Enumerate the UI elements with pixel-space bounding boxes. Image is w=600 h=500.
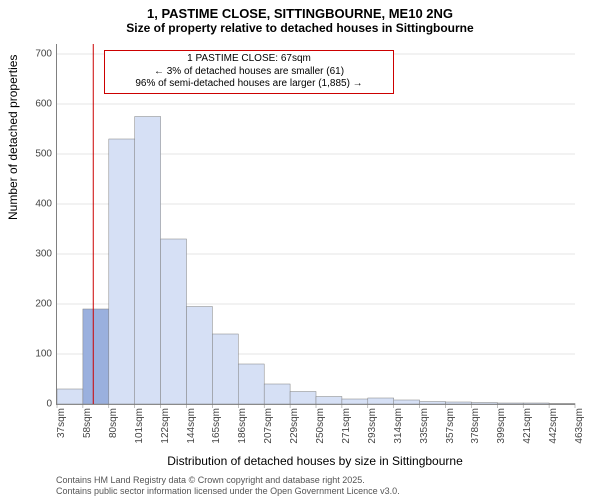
x-tick-label: 80sqm — [108, 408, 119, 458]
histogram-bar — [420, 402, 446, 405]
x-tick-label: 399sqm — [496, 408, 507, 458]
histogram-bar — [57, 389, 83, 404]
histogram-bar — [394, 400, 420, 404]
annotation-line2: ← 3% of detached houses are smaller (61) — [109, 66, 389, 79]
x-tick-label: 335sqm — [419, 408, 430, 458]
chart-container: 1, PASTIME CLOSE, SITTINGBOURNE, ME10 2N… — [0, 0, 600, 500]
histogram-bar — [471, 403, 497, 405]
histogram-bar — [290, 392, 316, 405]
histogram-bar — [523, 403, 549, 404]
x-axis-label: Distribution of detached houses by size … — [56, 454, 574, 468]
y-axis-label: Number of detached properties — [6, 55, 20, 220]
title-main: 1, PASTIME CLOSE, SITTINGBOURNE, ME10 2N… — [0, 0, 600, 21]
y-tick-label: 0 — [12, 399, 52, 410]
x-tick-label: 58sqm — [82, 408, 93, 458]
x-tick-label: 250sqm — [315, 408, 326, 458]
histogram-bar — [368, 398, 394, 404]
x-tick-label: 207sqm — [263, 408, 274, 458]
x-tick-label: 165sqm — [211, 408, 222, 458]
x-tick-label: 314sqm — [393, 408, 404, 458]
histogram-bar — [109, 139, 135, 404]
title-sub: Size of property relative to detached ho… — [0, 21, 600, 39]
y-tick-label: 200 — [12, 299, 52, 310]
x-tick-label: 293sqm — [367, 408, 378, 458]
x-tick-label: 101sqm — [134, 408, 145, 458]
histogram-bar-highlight — [83, 309, 109, 404]
histogram-bar — [212, 334, 238, 404]
x-tick-label: 144sqm — [186, 408, 197, 458]
x-tick-label: 186sqm — [237, 408, 248, 458]
y-tick-label: 600 — [12, 99, 52, 110]
histogram-bar — [316, 397, 342, 405]
histogram-bar — [135, 117, 161, 405]
annotation-line3: 96% of semi-detached houses are larger (… — [109, 78, 389, 91]
histogram-bar — [549, 404, 575, 405]
footer: Contains HM Land Registry data © Crown c… — [56, 475, 400, 497]
x-tick-label: 271sqm — [341, 408, 352, 458]
footer-line2: Contains public sector information licen… — [56, 486, 400, 497]
annotation-line1: 1 PASTIME CLOSE: 67sqm — [109, 53, 389, 66]
footer-line1: Contains HM Land Registry data © Crown c… — [56, 475, 400, 486]
histogram-bar — [264, 384, 290, 404]
x-tick-label: 229sqm — [289, 408, 300, 458]
x-tick-label: 378sqm — [470, 408, 481, 458]
histogram-bar — [238, 364, 264, 404]
histogram-bar — [497, 403, 523, 404]
x-tick-label: 122sqm — [160, 408, 171, 458]
y-tick-label: 300 — [12, 249, 52, 260]
x-tick-label: 421sqm — [522, 408, 533, 458]
plot-area — [56, 44, 575, 405]
x-tick-label: 442sqm — [548, 408, 559, 458]
annotation-box: 1 PASTIME CLOSE: 67sqm ← 3% of detached … — [104, 50, 394, 94]
x-tick-label: 37sqm — [56, 408, 67, 458]
x-tick-label: 463sqm — [574, 408, 585, 458]
y-tick-label: 500 — [12, 149, 52, 160]
histogram-bar — [187, 307, 213, 405]
histogram-bar — [342, 399, 368, 404]
histogram-bar — [161, 239, 187, 404]
y-tick-label: 100 — [12, 349, 52, 360]
x-tick-label: 357sqm — [445, 408, 456, 458]
y-tick-label: 700 — [12, 49, 52, 60]
histogram-bar — [446, 402, 472, 404]
y-tick-label: 400 — [12, 199, 52, 210]
